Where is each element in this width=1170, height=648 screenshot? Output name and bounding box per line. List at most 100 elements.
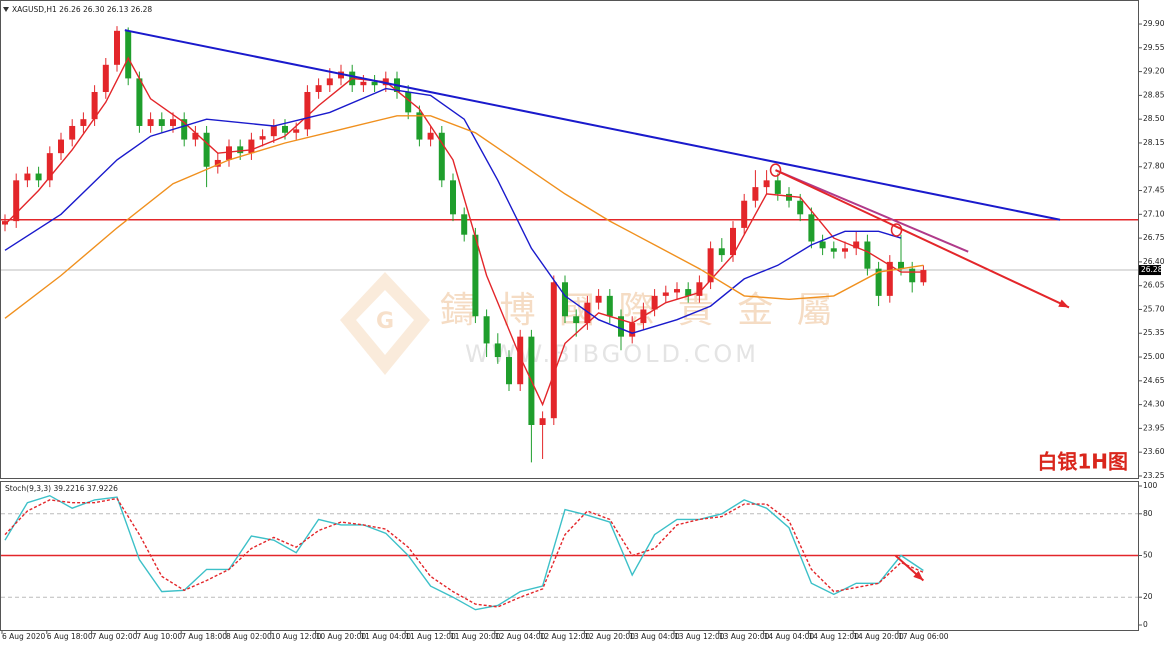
candle-body xyxy=(69,125,76,140)
y-tick-label: 23.95 xyxy=(1143,423,1165,432)
y-tick-label: 25.00 xyxy=(1143,352,1165,361)
candle-body xyxy=(270,125,277,137)
candle-body xyxy=(842,248,848,252)
candle-body xyxy=(114,30,120,65)
trend-line xyxy=(124,29,1061,221)
candle-body xyxy=(326,78,333,86)
candle-body xyxy=(192,132,199,140)
candle-body xyxy=(338,71,344,79)
candle-body xyxy=(2,221,8,225)
candle-body xyxy=(293,129,300,133)
candle-body xyxy=(136,78,143,126)
x-tick-label: 14 Aug 20:00 xyxy=(853,632,904,641)
x-tick-label: 14 Aug 04:00 xyxy=(764,632,815,641)
candle-body xyxy=(786,193,792,201)
y-tick-label: 23.60 xyxy=(1143,447,1165,456)
y-tick-label: 80 xyxy=(1143,509,1153,518)
last-price-box xyxy=(1139,265,1161,276)
x-tick-label: 11 Aug 04:00 xyxy=(360,632,411,641)
candle-body xyxy=(214,159,221,167)
candle-body xyxy=(864,241,871,269)
candle-body xyxy=(595,295,602,303)
candle-body xyxy=(125,30,132,79)
x-tick-label: 13 Aug 04:00 xyxy=(629,632,680,641)
y-tick-label: 25.70 xyxy=(1143,304,1165,313)
x-tick-label: 11 Aug 12:00 xyxy=(405,632,456,641)
candle-body xyxy=(304,91,311,130)
candle-body xyxy=(483,316,490,344)
main-title: XAGUSD,H1 26.26 26.30 26.13 26.28 xyxy=(12,5,152,14)
candle-body xyxy=(517,336,524,385)
candle-body xyxy=(853,241,860,249)
x-tick-label: 6 Aug 18:00 xyxy=(47,632,93,641)
x-tick-label: 8 Aug 02:00 xyxy=(226,632,272,641)
y-tick-label: 0 xyxy=(1143,620,1148,629)
candle-body xyxy=(450,180,456,215)
logo-diamond xyxy=(340,272,430,375)
candle-body xyxy=(237,146,244,154)
x-tick-label: 12 Aug 20:00 xyxy=(584,632,635,641)
logo-inner xyxy=(356,290,414,355)
x-tick-label: 7 Aug 02:00 xyxy=(92,632,138,641)
arrow-head xyxy=(913,570,924,581)
candle-body xyxy=(707,248,714,283)
candle-body xyxy=(416,112,423,140)
series-line xyxy=(4,56,924,407)
caption: 白银1H图 xyxy=(1037,450,1128,474)
y-tick-label: 50 xyxy=(1143,551,1153,560)
candle-body xyxy=(102,64,109,92)
candle-body xyxy=(584,302,591,324)
y-tick-label: 28.15 xyxy=(1143,138,1165,147)
candle-body xyxy=(181,119,188,140)
series-line xyxy=(4,497,924,608)
candle-body xyxy=(763,180,770,188)
x-tick-label: 6 Aug 2020 xyxy=(2,632,45,641)
candle-body xyxy=(550,282,557,419)
x-tick-label: 13 Aug 20:00 xyxy=(719,632,770,641)
candle-body xyxy=(886,261,893,296)
candle-body xyxy=(606,295,613,317)
candle-body xyxy=(752,187,759,201)
candle-body xyxy=(248,139,255,154)
candle-body xyxy=(461,214,468,235)
x-tick-label: 12 Aug 12:00 xyxy=(540,632,591,641)
y-tick-label: 20 xyxy=(1143,592,1153,601)
candle-body xyxy=(282,125,288,133)
candle-body xyxy=(539,418,546,425)
x-tick-label: 7 Aug 18:00 xyxy=(181,632,227,641)
candle-body xyxy=(438,132,445,181)
y-tick-label: 25.35 xyxy=(1143,328,1165,337)
candle-body xyxy=(494,343,501,358)
candle-body xyxy=(685,289,692,296)
candle-body xyxy=(360,81,367,86)
y-tick-label: 23.25 xyxy=(1143,471,1165,480)
candle-body xyxy=(80,119,87,126)
candle-body xyxy=(662,292,669,296)
marker-circle xyxy=(769,163,782,177)
candle-body xyxy=(203,132,210,167)
stoch-title: Stoch(9,3,3) 39.2216 37.9226 xyxy=(5,484,118,493)
candle-body xyxy=(696,282,703,296)
candle-body xyxy=(35,173,42,181)
candle-body xyxy=(170,119,176,126)
candle-body xyxy=(147,119,154,126)
panel-icon xyxy=(3,7,9,12)
series-line xyxy=(4,494,924,611)
candle-body xyxy=(226,146,232,160)
x-tick-label: 13 Aug 12:00 xyxy=(674,632,725,641)
series-line xyxy=(4,115,924,319)
candle-body xyxy=(741,200,748,228)
x-tick-label: 14 Aug 12:00 xyxy=(808,632,859,641)
y-tick-label: 29.90 xyxy=(1143,19,1165,28)
candle-body xyxy=(58,139,64,154)
candle-body xyxy=(371,81,378,86)
candle-body xyxy=(898,261,904,269)
candle-body xyxy=(797,200,804,215)
candle-body xyxy=(730,227,736,256)
x-tick-label: 7 Aug 10:00 xyxy=(136,632,182,641)
candle-body xyxy=(472,234,479,317)
y-tick-label: 24.65 xyxy=(1143,376,1165,385)
y-tick-label: 26.40 xyxy=(1143,257,1165,266)
candle-body xyxy=(315,85,322,92)
